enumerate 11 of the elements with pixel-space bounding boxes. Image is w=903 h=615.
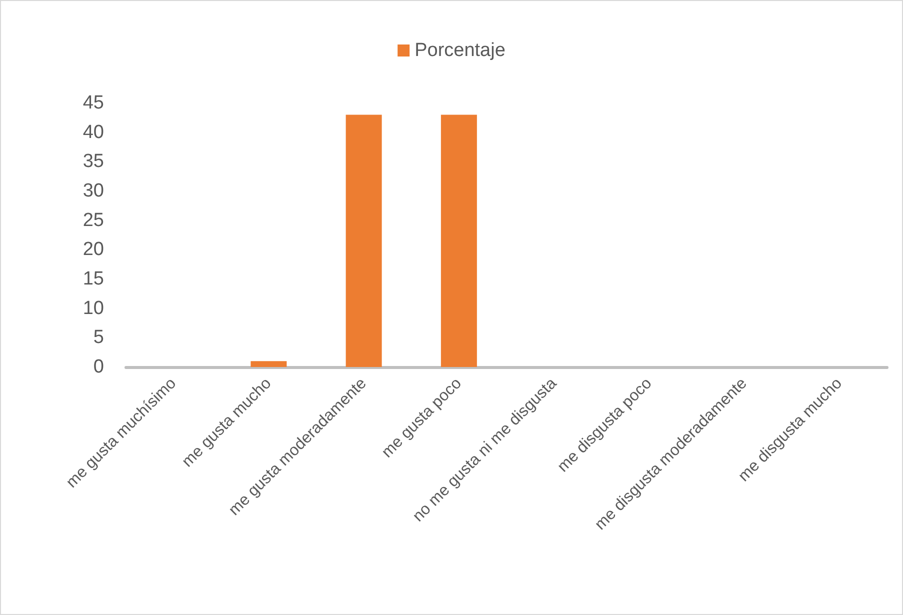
y-tick-label: 15 <box>82 268 104 290</box>
y-tick-label: 0 <box>93 356 104 378</box>
y-tick-label: 20 <box>82 239 104 260</box>
y-tick-label: 45 <box>82 92 104 114</box>
legend-label: Porcentaje <box>414 40 506 61</box>
y-tick-label: 10 <box>82 298 104 319</box>
y-tick-label: 30 <box>82 180 104 202</box>
y-tick-label: 40 <box>82 122 104 143</box>
y-tick-label: 5 <box>93 327 104 348</box>
y-tick-label: 35 <box>82 151 104 172</box>
y-tick-label: 25 <box>82 210 104 231</box>
